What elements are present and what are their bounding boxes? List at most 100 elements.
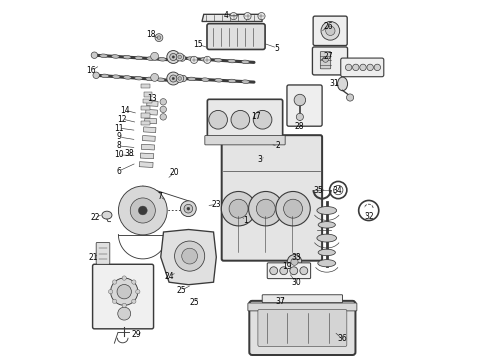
Circle shape bbox=[167, 72, 180, 85]
Text: 37: 37 bbox=[275, 297, 285, 306]
Bar bbox=[144, 127, 156, 132]
Circle shape bbox=[91, 52, 98, 58]
Circle shape bbox=[204, 56, 211, 63]
Circle shape bbox=[178, 77, 181, 80]
Text: 5: 5 bbox=[275, 44, 280, 53]
Ellipse shape bbox=[147, 57, 154, 60]
Text: 20: 20 bbox=[169, 168, 179, 177]
Ellipse shape bbox=[112, 75, 120, 78]
Circle shape bbox=[155, 34, 163, 41]
Ellipse shape bbox=[201, 78, 209, 81]
Circle shape bbox=[276, 192, 310, 226]
Bar bbox=[146, 109, 157, 115]
FancyBboxPatch shape bbox=[93, 264, 153, 329]
Circle shape bbox=[167, 50, 180, 63]
Circle shape bbox=[191, 56, 197, 63]
Text: 12: 12 bbox=[118, 114, 127, 123]
Text: 9: 9 bbox=[116, 132, 121, 141]
Bar bbox=[141, 113, 149, 118]
Text: 30: 30 bbox=[291, 278, 301, 287]
Circle shape bbox=[291, 258, 298, 265]
Ellipse shape bbox=[215, 78, 222, 82]
Circle shape bbox=[294, 94, 306, 106]
FancyBboxPatch shape bbox=[313, 16, 347, 45]
FancyBboxPatch shape bbox=[205, 135, 285, 145]
Circle shape bbox=[184, 204, 193, 213]
Circle shape bbox=[367, 64, 373, 71]
Text: 26: 26 bbox=[323, 22, 333, 31]
Circle shape bbox=[280, 267, 288, 275]
Circle shape bbox=[180, 75, 187, 82]
Ellipse shape bbox=[101, 74, 109, 78]
Circle shape bbox=[117, 284, 131, 299]
Polygon shape bbox=[202, 14, 262, 22]
FancyBboxPatch shape bbox=[221, 135, 322, 261]
Circle shape bbox=[346, 94, 354, 101]
Text: 4: 4 bbox=[224, 11, 229, 20]
Circle shape bbox=[176, 75, 184, 82]
Circle shape bbox=[179, 55, 186, 61]
Ellipse shape bbox=[200, 58, 208, 61]
Text: 35: 35 bbox=[314, 185, 323, 194]
Text: 31: 31 bbox=[329, 80, 339, 89]
FancyBboxPatch shape bbox=[207, 99, 283, 139]
Circle shape bbox=[157, 36, 161, 40]
Ellipse shape bbox=[214, 58, 222, 62]
FancyBboxPatch shape bbox=[313, 47, 347, 75]
Circle shape bbox=[187, 207, 190, 210]
Text: 33: 33 bbox=[291, 253, 301, 262]
Circle shape bbox=[209, 111, 227, 129]
Ellipse shape bbox=[135, 76, 143, 80]
FancyBboxPatch shape bbox=[207, 24, 265, 49]
Text: 24: 24 bbox=[164, 271, 174, 280]
Circle shape bbox=[287, 255, 302, 269]
Circle shape bbox=[160, 114, 167, 120]
Circle shape bbox=[93, 72, 99, 78]
Circle shape bbox=[176, 53, 184, 61]
Text: 36: 36 bbox=[337, 334, 347, 343]
Circle shape bbox=[122, 303, 126, 307]
Ellipse shape bbox=[135, 56, 143, 60]
FancyBboxPatch shape bbox=[258, 310, 347, 346]
Ellipse shape bbox=[111, 55, 119, 58]
Ellipse shape bbox=[317, 207, 337, 215]
Text: 13: 13 bbox=[147, 94, 157, 103]
Circle shape bbox=[248, 192, 283, 226]
Text: 25: 25 bbox=[176, 286, 186, 295]
Circle shape bbox=[122, 276, 126, 280]
Ellipse shape bbox=[318, 249, 335, 256]
Text: 19: 19 bbox=[283, 262, 292, 271]
Ellipse shape bbox=[99, 54, 108, 58]
Circle shape bbox=[231, 111, 250, 129]
Ellipse shape bbox=[228, 59, 236, 63]
Circle shape bbox=[178, 55, 181, 59]
Text: 29: 29 bbox=[132, 330, 142, 339]
Ellipse shape bbox=[123, 55, 131, 59]
Circle shape bbox=[258, 13, 265, 20]
Text: 21: 21 bbox=[89, 253, 98, 262]
Circle shape bbox=[132, 299, 136, 303]
Ellipse shape bbox=[158, 58, 166, 61]
Text: 16: 16 bbox=[87, 66, 97, 75]
Ellipse shape bbox=[146, 77, 154, 81]
FancyBboxPatch shape bbox=[341, 58, 384, 77]
FancyBboxPatch shape bbox=[267, 263, 311, 279]
Circle shape bbox=[108, 289, 113, 294]
Bar bbox=[141, 121, 149, 126]
Circle shape bbox=[270, 267, 278, 275]
Text: 18: 18 bbox=[147, 30, 156, 39]
Circle shape bbox=[172, 77, 174, 80]
Ellipse shape bbox=[242, 60, 249, 64]
Bar bbox=[143, 99, 152, 103]
Circle shape bbox=[244, 13, 251, 20]
Text: 7: 7 bbox=[157, 192, 162, 201]
Circle shape bbox=[182, 248, 197, 264]
Circle shape bbox=[284, 199, 302, 218]
Text: 32: 32 bbox=[364, 212, 373, 221]
FancyBboxPatch shape bbox=[96, 242, 110, 264]
Circle shape bbox=[170, 53, 177, 60]
Text: 25: 25 bbox=[189, 298, 199, 307]
Text: 17: 17 bbox=[252, 112, 261, 121]
Text: 8: 8 bbox=[117, 141, 121, 150]
Text: 6: 6 bbox=[116, 167, 121, 176]
